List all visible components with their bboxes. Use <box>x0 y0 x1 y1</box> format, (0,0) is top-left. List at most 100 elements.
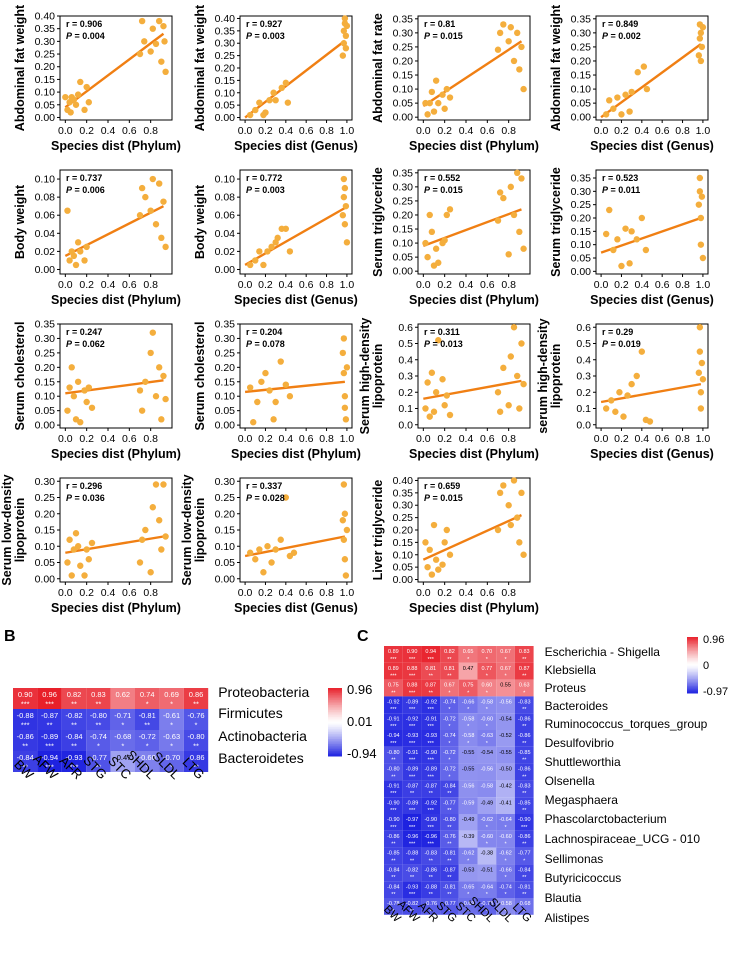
heatmap-cell <box>402 646 422 663</box>
data-point <box>606 206 613 214</box>
data-point <box>500 21 507 28</box>
p-number: = 0.015 <box>430 493 463 503</box>
significance-stars: *** <box>45 699 54 708</box>
y-axis-label: lipoprotein <box>193 498 207 563</box>
regression-line <box>64 205 165 257</box>
y-tick-label: 0.20 <box>35 508 56 520</box>
data-point <box>156 180 163 187</box>
data-point <box>642 246 650 254</box>
y-tick-label: 0.35 <box>35 319 56 331</box>
y-tick-label: 0.30 <box>571 27 592 39</box>
y-axis-label: Serum low-density <box>180 474 194 585</box>
p-number: = 0.028 <box>252 493 285 503</box>
heatmap-cell <box>477 746 497 764</box>
x-tick-label: 0.2 <box>258 433 273 445</box>
data-point <box>622 225 629 232</box>
x-axis-label: Species dist (Phylum) <box>51 293 181 307</box>
legend-swatch <box>328 688 342 691</box>
data-point <box>514 514 521 521</box>
p-value: P = 0.078 <box>246 339 285 349</box>
x-tick-label: 0.6 <box>299 125 314 137</box>
significance-stars: * <box>467 892 470 898</box>
p-number: = 0.078 <box>252 339 285 349</box>
significance-stars: ** <box>429 875 434 881</box>
cell-value: -0.47 <box>114 753 131 762</box>
heatmap-cell <box>440 662 459 680</box>
data-point <box>698 193 706 200</box>
x-tick-label: 0.4 <box>459 587 474 599</box>
significance-stars: * <box>448 909 451 915</box>
heatmap-cell <box>496 797 515 814</box>
significance-stars: ** <box>391 892 396 898</box>
p-symbol: P <box>424 339 431 349</box>
data-point <box>518 175 525 182</box>
cell-value: -0.85 <box>518 750 531 756</box>
significance-stars: *** <box>428 758 435 764</box>
cell-value: -0.90 <box>424 750 437 756</box>
plot-frame <box>59 169 173 275</box>
y-tick-label: 0.20 <box>35 61 56 73</box>
x-axis-label: Species dist (Genus) <box>590 139 714 153</box>
legend-swatch <box>328 716 342 720</box>
legend-swatch <box>328 747 342 750</box>
significance-stars: ** <box>447 791 452 797</box>
y-tick-label: 0.30 <box>571 186 592 198</box>
heatmap-cell <box>13 751 38 772</box>
heatmap-cell <box>61 730 87 751</box>
heatmap-cell <box>458 746 478 764</box>
cell-value: -0.81 <box>518 884 531 890</box>
cell-value: -0.73 <box>481 901 494 907</box>
regression-line <box>244 380 345 394</box>
y-tick-label: 0.10 <box>393 549 414 561</box>
heatmap-cell <box>496 864 515 882</box>
heatmap-cell <box>421 881 441 898</box>
heatmap-cell <box>458 797 478 814</box>
cell-value: -0.76 <box>187 711 204 720</box>
y-tick-label: 0.00 <box>393 574 414 586</box>
y-tick-label: 0.15 <box>215 376 236 388</box>
data-point <box>147 349 154 357</box>
y-tick-label: 0.00 <box>35 112 56 124</box>
y-tick-label: 0.04 <box>35 228 56 240</box>
significance-stars: ** <box>447 674 452 680</box>
significance-stars: ** <box>410 791 415 797</box>
y-tick-label: 0.25 <box>215 492 236 504</box>
significance-stars: *** <box>390 825 397 831</box>
data-point <box>83 83 90 91</box>
legend-swatch <box>687 663 698 666</box>
data-point <box>67 109 74 116</box>
heatmap-cell <box>477 713 497 730</box>
heatmap-cell <box>384 797 403 814</box>
cell-value: 0.88 <box>407 666 418 672</box>
data-point <box>618 111 625 118</box>
y-tick-label: 0.00 <box>571 112 592 124</box>
cell-value: -0.76 <box>424 901 437 907</box>
cell-value: -0.86 <box>387 834 400 840</box>
data-point <box>446 206 454 213</box>
legend-max: 0.96 <box>347 682 372 697</box>
scatter-panels: 0.000.050.100.150.200.250.300.350.400.0 0… <box>0 4 714 615</box>
heatmap-cell <box>421 662 441 680</box>
scatter-panel: 0.00 0.05 0.10 0.15 0.20 0.25 0.30 0.35 0.0 0.2 0.… <box>371 167 539 307</box>
data-point <box>262 109 269 116</box>
heatmap-cell <box>477 898 497 915</box>
significance-stars: *** <box>390 674 397 680</box>
cell-value: -0.86 <box>518 767 531 773</box>
data-point <box>70 96 78 103</box>
significance-stars: *** <box>409 707 416 713</box>
cell-value: -0.92 <box>424 800 437 806</box>
heatmap-cell <box>37 751 62 772</box>
significance-stars: *** <box>428 707 435 713</box>
legend-swatch <box>687 639 698 642</box>
heatmap-cell <box>384 814 403 831</box>
significance-stars: * <box>146 741 149 750</box>
y-tick-label: 0.25 <box>215 50 236 62</box>
y-tick-label: 0.30 <box>35 476 56 488</box>
significance-stars: ** <box>522 674 527 680</box>
y-tick-label: 0.25 <box>393 195 414 207</box>
data-point <box>514 169 521 177</box>
data-point <box>424 111 431 118</box>
data-point <box>507 353 514 360</box>
data-point <box>64 407 71 414</box>
heatmap-cell <box>159 730 184 751</box>
